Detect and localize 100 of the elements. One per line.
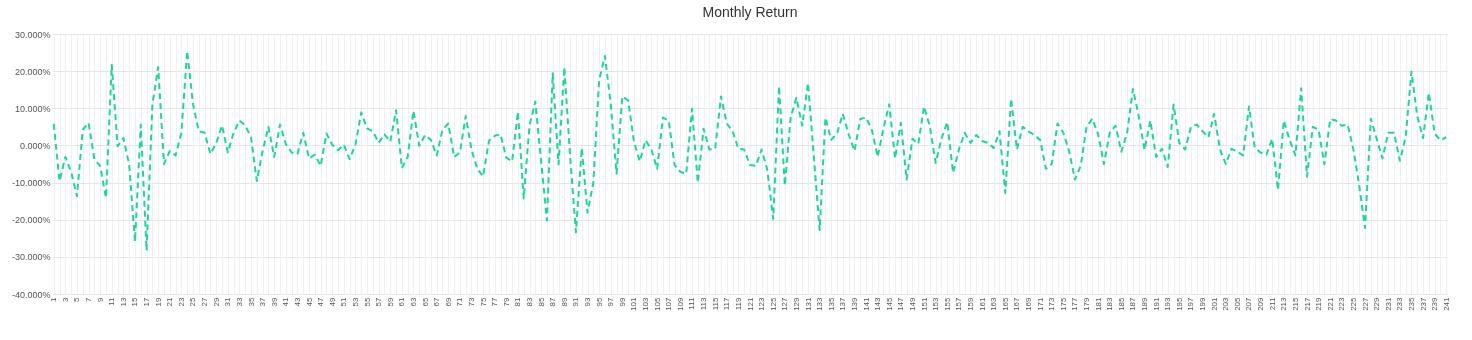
x-tick-label: 213 bbox=[1279, 296, 1289, 311]
x-tick-label: 51 bbox=[339, 296, 349, 307]
x-tick-label: 11 bbox=[107, 296, 117, 306]
x-tick-label: 91 bbox=[571, 296, 581, 307]
chart-title: Monthly Return bbox=[702, 4, 798, 20]
x-tick-label: 123 bbox=[757, 296, 767, 311]
x-tick-label: 75 bbox=[478, 296, 488, 307]
x-tick-label: 83 bbox=[525, 296, 535, 307]
x-tick-label: 71 bbox=[455, 296, 465, 307]
y-tick-label: -40.000% bbox=[11, 289, 51, 300]
x-tick-label: 133 bbox=[815, 296, 825, 311]
x-tick-label: 119 bbox=[733, 296, 743, 311]
x-tick-label: 221 bbox=[1325, 296, 1335, 311]
x-tick-label: 1 bbox=[49, 296, 59, 302]
x-tick-label: 209 bbox=[1256, 296, 1266, 311]
x-tick-label: 21 bbox=[165, 296, 175, 307]
x-tick-label: 143 bbox=[873, 296, 883, 311]
x-tick-label: 215 bbox=[1290, 296, 1300, 311]
x-tick-label: 171 bbox=[1035, 296, 1045, 311]
y-tick-label: -30.000% bbox=[11, 252, 51, 263]
x-tick-label: 149 bbox=[907, 296, 917, 311]
x-tick-label: 47 bbox=[316, 296, 326, 307]
x-tick-label: 147 bbox=[896, 296, 906, 311]
x-tick-label: 177 bbox=[1070, 296, 1080, 311]
x-tick-label: 101 bbox=[629, 296, 639, 311]
x-tick-label: 117 bbox=[722, 296, 732, 311]
x-tick-label: 63 bbox=[408, 296, 418, 307]
x-tick-label: 231 bbox=[1383, 296, 1393, 311]
x-tick-label: 77 bbox=[490, 296, 500, 307]
x-tick-label: 179 bbox=[1082, 296, 1092, 311]
x-tick-label: 237 bbox=[1418, 296, 1428, 311]
x-tick-label: 65 bbox=[420, 296, 430, 307]
x-tick-label: 113 bbox=[699, 296, 709, 311]
x-tick-label: 45 bbox=[304, 296, 314, 307]
x-tick-label: 17 bbox=[142, 296, 152, 307]
x-tick-label: 55 bbox=[362, 296, 372, 307]
y-tick-label: -20.000% bbox=[11, 215, 51, 226]
x-tick-label: 99 bbox=[617, 296, 627, 307]
y-tick-label: 20.000% bbox=[14, 66, 51, 77]
x-tick-label: 227 bbox=[1360, 296, 1370, 311]
x-tick-label: 29 bbox=[211, 296, 221, 307]
x-tick-label: 161 bbox=[977, 296, 987, 311]
x-tick-label: 107 bbox=[664, 296, 674, 311]
x-tick-label: 127 bbox=[780, 296, 790, 311]
x-tick-label: 31 bbox=[223, 296, 233, 307]
x-tick-label: 95 bbox=[594, 296, 604, 307]
x-tick-label: 151 bbox=[919, 296, 929, 311]
x-tick-label: 223 bbox=[1337, 296, 1347, 311]
x-tick-label: 229 bbox=[1372, 296, 1382, 311]
x-tick-label: 191 bbox=[1151, 296, 1161, 311]
y-tick-label: 30.000% bbox=[14, 29, 51, 40]
x-tick-label: 189 bbox=[1140, 296, 1150, 311]
x-tick-label: 207 bbox=[1244, 296, 1254, 311]
x-tick-label: 115 bbox=[710, 296, 720, 311]
x-tick-label: 19 bbox=[153, 296, 163, 307]
x-tick-label: 241 bbox=[1441, 296, 1451, 311]
x-tick-label: 69 bbox=[443, 296, 453, 307]
x-tick-label: 67 bbox=[432, 296, 442, 307]
x-tick-label: 163 bbox=[989, 296, 999, 311]
x-tick-label: 27 bbox=[200, 296, 210, 307]
x-tick-label: 205 bbox=[1232, 296, 1242, 311]
x-tick-label: 125 bbox=[768, 296, 778, 311]
x-tick-label: 235 bbox=[1406, 296, 1416, 311]
x-tick-label: 175 bbox=[1058, 296, 1068, 311]
x-tick-label: 183 bbox=[1105, 296, 1115, 311]
x-tick-label: 121 bbox=[745, 296, 755, 311]
x-tick-label: 9 bbox=[95, 296, 105, 302]
x-tick-label: 23 bbox=[176, 296, 186, 307]
x-tick-label: 7 bbox=[84, 296, 94, 302]
x-tick-label: 169 bbox=[1024, 296, 1033, 311]
x-tick-label: 37 bbox=[258, 296, 268, 307]
y-tick-label: 10.000% bbox=[14, 103, 51, 114]
x-tick-label: 157 bbox=[954, 296, 964, 311]
x-tick-label: 35 bbox=[246, 296, 256, 307]
x-tick-label: 137 bbox=[838, 296, 848, 311]
x-tick-label: 211 bbox=[1267, 296, 1277, 311]
x-tick-label: 87 bbox=[548, 296, 558, 307]
x-tick-label: 41 bbox=[281, 296, 291, 307]
x-tick-label: 135 bbox=[826, 296, 836, 311]
x-tick-label: 195 bbox=[1174, 296, 1184, 311]
x-tick-label: 105 bbox=[652, 296, 662, 311]
x-tick-label: 109 bbox=[675, 296, 685, 311]
x-tick-label: 145 bbox=[884, 296, 894, 311]
x-tick-label: 233 bbox=[1395, 296, 1405, 311]
x-tick-label: 81 bbox=[513, 296, 523, 307]
x-tick-label: 139 bbox=[849, 296, 859, 311]
x-tick-label: 141 bbox=[861, 296, 871, 311]
x-tick-label: 159 bbox=[965, 296, 975, 311]
y-tick-label: -10.000% bbox=[11, 178, 51, 189]
x-tick-label: 181 bbox=[1093, 296, 1103, 311]
x-tick-label: 167 bbox=[1012, 296, 1022, 311]
x-tick-label: 203 bbox=[1221, 296, 1231, 311]
x-tick-label: 61 bbox=[397, 296, 407, 307]
x-tick-label: 193 bbox=[1163, 296, 1173, 311]
x-tick-label: 73 bbox=[467, 296, 476, 307]
x-tick-label: 89 bbox=[559, 296, 569, 307]
x-tick-label: 199 bbox=[1198, 296, 1208, 311]
x-tick-label: 103 bbox=[641, 296, 651, 311]
x-tick-label: 219 bbox=[1314, 296, 1324, 311]
x-tick-label: 217 bbox=[1302, 296, 1312, 311]
